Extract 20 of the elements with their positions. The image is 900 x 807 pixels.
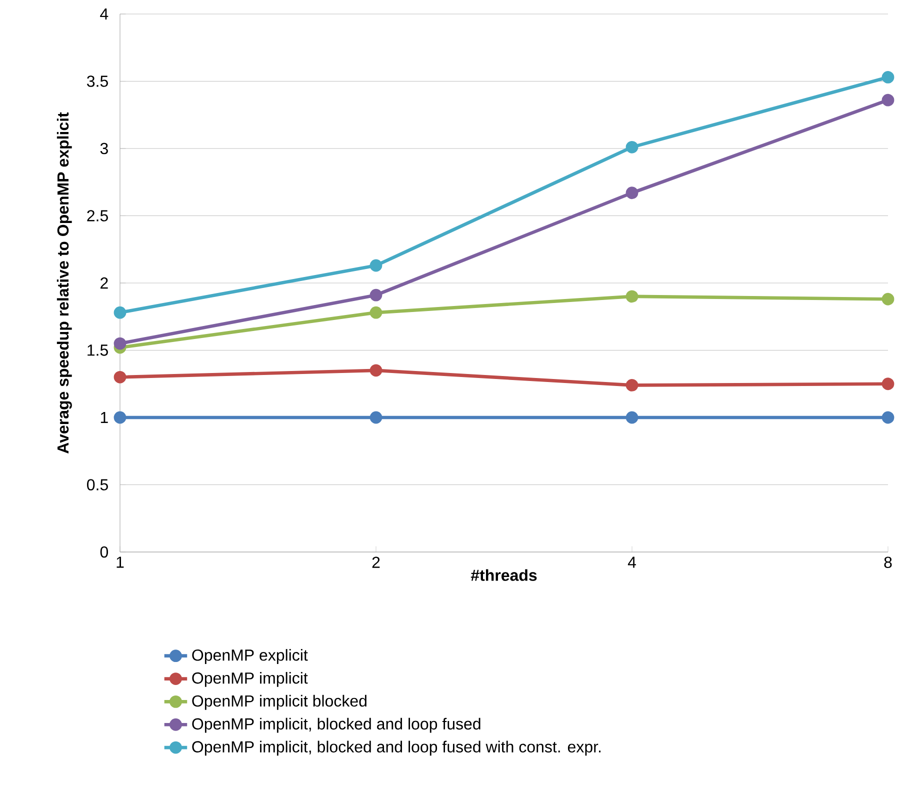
- x-axis-title: #threads: [470, 569, 537, 581]
- y-tick-label: 1.5: [88, 344, 108, 356]
- y-tick-label: 3.5: [86, 76, 108, 87]
- legend-label: OpenMP explicit: [192, 649, 308, 664]
- y-tick-label: 4: [100, 8, 108, 20]
- legend-label: OpenMP implicit, blocked and loop fused: [192, 718, 480, 733]
- y-tick-label: 3: [100, 142, 108, 154]
- x-tick-label: 8: [884, 556, 892, 568]
- legend-label: OpenMP implicit: [192, 672, 308, 687]
- y-axis-title: Average speedup relative to OpenMP explicit: [56, 112, 72, 454]
- y-tick-label: 0.5: [87, 479, 108, 490]
- x-tick-label: 2: [372, 556, 380, 568]
- y-tick-label: 2: [100, 277, 108, 289]
- legend-label: OpenMP implicit, blocked and loop fused with const. expr.: [192, 740, 601, 756]
- y-tick-label: 2.5: [87, 210, 108, 222]
- y-tick-label: 0: [100, 546, 108, 558]
- x-tick-label: 1: [116, 556, 124, 568]
- x-tick-label: 4: [628, 556, 636, 568]
- legend-label: OpenMP implicit blocked: [192, 694, 366, 710]
- y-tick-label: 1: [100, 412, 108, 423]
